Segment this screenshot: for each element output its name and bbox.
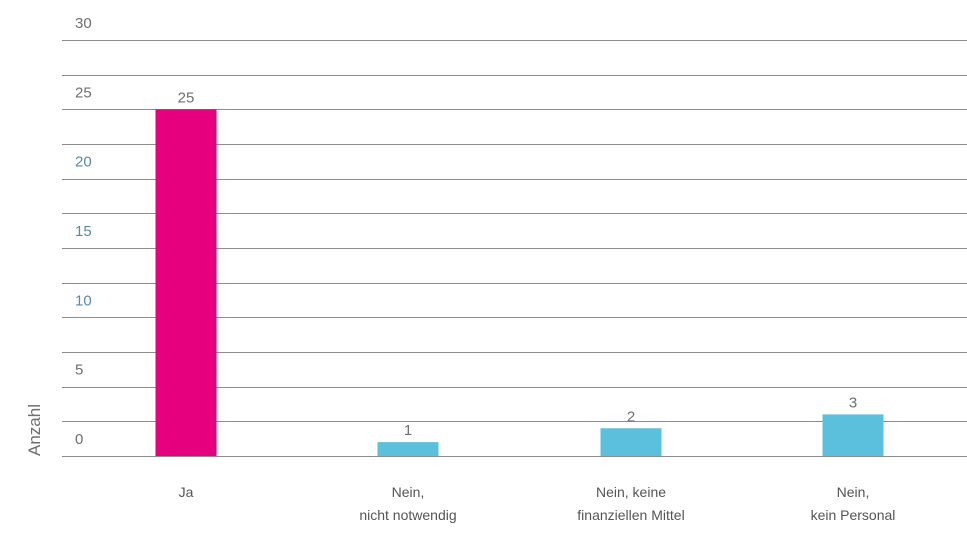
bar (600, 428, 662, 456)
x-tick-label: Ja (179, 484, 194, 500)
bar (377, 442, 439, 456)
x-tick-label: Nein, (837, 484, 870, 500)
x-tick-label: nicht notwendig (359, 507, 456, 523)
y-tick-label: 10 (75, 292, 92, 309)
data-label: 1 (404, 422, 412, 439)
data-label: 25 (178, 89, 195, 106)
bars (155, 109, 884, 456)
x-axis-labels: Ja Nein, nicht notwendig Nein, keine finanzi… (179, 484, 896, 523)
bar (155, 109, 217, 456)
data-label: 2 (627, 408, 635, 425)
y-tick-label: 5 (75, 362, 83, 379)
y-tick-label: 30 (75, 15, 92, 32)
y-axis-ticks: 0 5 10 15 20 25 30 (75, 15, 92, 448)
y-tick-label: 0 (75, 431, 83, 448)
value-labels: 25 1 2 3 (178, 89, 858, 439)
data-label: 3 (849, 394, 857, 411)
y-tick-label: 20 (75, 154, 92, 171)
x-tick-label: kein Personal (811, 507, 896, 523)
x-tick-label: Nein, keine (596, 484, 666, 500)
bar (822, 414, 884, 456)
x-tick-label: Nein, (392, 484, 425, 500)
y-axis-title: Anzahl (25, 404, 44, 456)
y-tick-label: 15 (75, 223, 92, 240)
y-tick-label: 25 (75, 84, 92, 101)
x-tick-label: finanziellen Mittel (577, 507, 684, 523)
